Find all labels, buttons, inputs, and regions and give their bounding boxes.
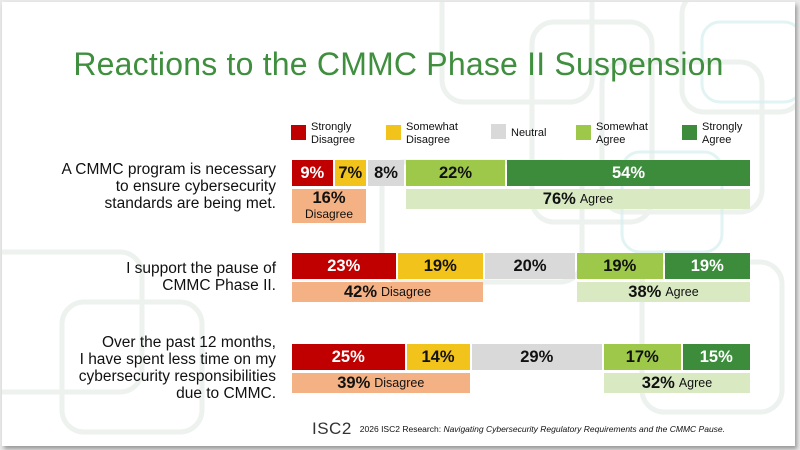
- bar-segment: 7%: [334, 160, 366, 186]
- bar-segment: 29%: [471, 344, 602, 370]
- bar-value-label: 7%: [338, 163, 363, 182]
- bar-value-label: 14%: [421, 347, 455, 366]
- bar-value-label: 17%: [625, 347, 659, 366]
- disagree-total-label: Disagree: [381, 285, 432, 299]
- bar-segment: 19%: [397, 253, 483, 279]
- bar-segment: 54%: [507, 160, 750, 186]
- disagree-total: 39% Disagree: [292, 373, 470, 393]
- bar-segment: 17%: [604, 344, 681, 370]
- question-label: A CMMC program is necessary to ensure cyb…: [61, 161, 276, 212]
- bar-value-label: 19%: [603, 256, 637, 275]
- agree-total-label: Agree: [579, 192, 614, 206]
- disagree-total-label: Disagree: [374, 376, 425, 390]
- slide-title: Reactions to the CMMC Phase II Suspensio…: [73, 46, 724, 82]
- bar-value-label: 19%: [423, 256, 457, 275]
- footer-citation: 2026 ISC2 Research: Navigating Cybersecu…: [360, 424, 725, 434]
- disagree-total-value: 16%: [312, 189, 346, 207]
- agree-total: 76% Agree: [406, 189, 750, 209]
- footer-prefix: 2026 ISC2 Research:: [359, 424, 444, 434]
- bar-segment: 22%: [406, 160, 505, 186]
- disagree-total: 16% Disagree: [292, 189, 366, 223]
- bar-segment: 8%: [368, 160, 404, 186]
- bar-value-label: 8%: [374, 163, 398, 182]
- bar-segment: 19%: [664, 253, 750, 279]
- bar-segment: 20%: [485, 253, 575, 279]
- agree-total: 38% Agree: [577, 282, 750, 302]
- question-label: I support the pause of CMMC Phase II.: [126, 260, 276, 294]
- legend-label: Somewhat Agree: [596, 121, 648, 146]
- bar-value-label: 19%: [690, 256, 724, 275]
- disagree-total-label: Disagree: [304, 207, 354, 221]
- bar-segment: 25%: [292, 344, 405, 370]
- bar-value-label: 29%: [520, 347, 554, 366]
- isc2-logo: ISC2: [312, 419, 352, 438]
- bar-value-label: 15%: [699, 347, 733, 366]
- disagree-total: 42% Disagree: [292, 282, 483, 302]
- legend-swatch: [386, 125, 401, 140]
- bar-segment: 14%: [406, 344, 470, 370]
- agree-total-value: 76%: [542, 189, 576, 208]
- bar-value-label: 22%: [438, 163, 473, 182]
- footer-report-title: Navigating Cybersecurity Regulatory Requ…: [443, 424, 726, 434]
- agree-total-label: Agree: [665, 285, 699, 299]
- bar-segment: 9%: [292, 160, 333, 186]
- agree-total: 32% Agree: [604, 373, 750, 393]
- legend-swatch: [491, 124, 506, 139]
- disagree-total-value: 39%: [337, 373, 371, 392]
- bar-segment: 15%: [682, 344, 750, 370]
- bar-value-label: 23%: [327, 256, 361, 275]
- question-label: Over the past 12 months, I have spent les…: [78, 334, 276, 402]
- disagree-total-value: 42%: [343, 282, 377, 301]
- agree-total-value: 38%: [628, 282, 662, 301]
- legend-label: Strongly Disagree: [311, 121, 356, 146]
- legend-swatch: [576, 125, 591, 140]
- legend-swatch: [682, 125, 697, 140]
- footer: ISC2 2026 ISC2 Research: Navigating Cybe…: [312, 419, 725, 439]
- bar-value-label: 20%: [513, 256, 547, 275]
- slide: Reactions to the CMMC Phase II Suspensio…: [2, 2, 795, 446]
- legend-label: Neutral: [511, 127, 547, 139]
- legend-label: Strongly Agree: [702, 121, 743, 146]
- bar-value-label: 25%: [331, 347, 365, 366]
- bar-segment: 23%: [292, 253, 396, 279]
- bar-value-label: 9%: [300, 163, 325, 182]
- bar-segment: 19%: [577, 253, 663, 279]
- agree-total-value: 32%: [641, 373, 675, 392]
- legend-label: Somewhat Disagree: [406, 121, 458, 146]
- bar-value-label: 54%: [611, 163, 646, 182]
- agree-total-label: Agree: [678, 376, 713, 390]
- legend-swatch: [291, 125, 306, 140]
